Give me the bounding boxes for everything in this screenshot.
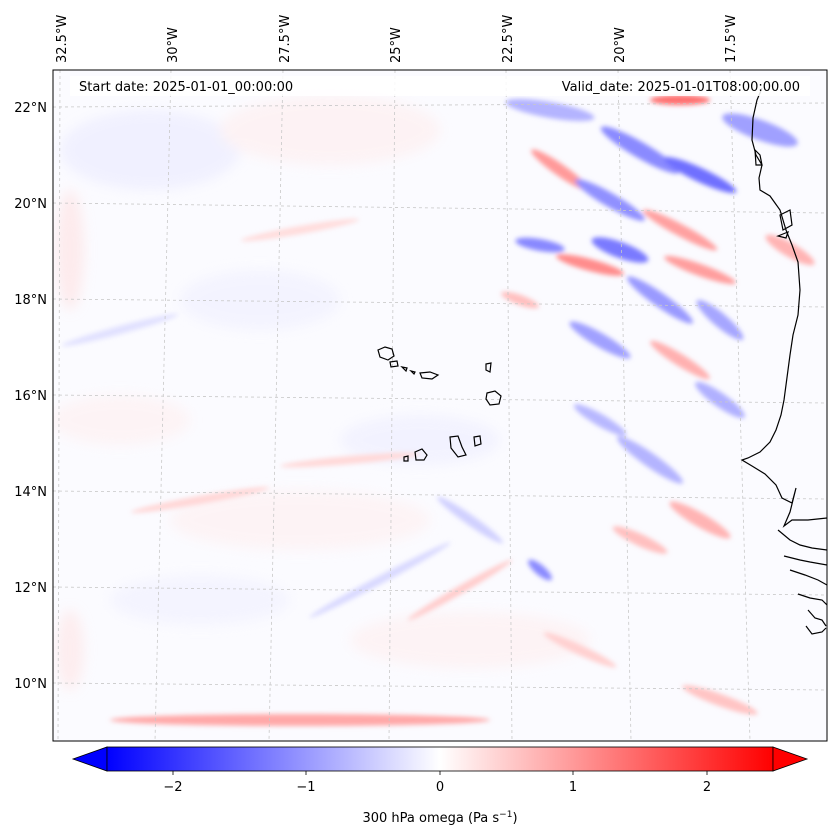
cape-verde-islands: [377, 346, 502, 462]
colorbar-gradient: [106, 746, 774, 772]
lon-label: 27.5°W: [278, 15, 293, 63]
colorbar-min-extend: [71, 746, 108, 772]
lon-label: 30°W: [166, 27, 181, 63]
colorbar-max-extend: [772, 746, 809, 772]
map-gridlines: [53, 70, 827, 741]
lat-label: 18°N: [14, 293, 47, 308]
lat-label: 12°N: [14, 581, 47, 596]
colorbar-label: 300 hPa omega (Pa s−1): [362, 810, 517, 826]
valid-date-label: Valid_date: 2025-01-01T08:00:00.00: [562, 80, 800, 95]
lon-label: 17.5°W: [724, 15, 739, 63]
colorbar-tick: −2: [163, 780, 182, 795]
lon-label: 22.5°W: [501, 15, 516, 63]
map-panel: [52, 69, 828, 742]
omega-field: [53, 70, 827, 741]
lat-label: 14°N: [14, 485, 47, 500]
colorbar: −2 −1 0 1 2 300 hPa omega (Pa s−1): [71, 746, 809, 826]
longitude-labels: 32.5°W 30°W 27.5°W 25°W 22.5°W 20°W 17.5…: [55, 15, 739, 63]
start-date-label: Start date: 2025-01-01_00:00:00: [79, 80, 293, 95]
colorbar-tick: 1: [569, 780, 577, 795]
lat-label: 22°N: [14, 101, 47, 116]
lon-label: 20°W: [613, 27, 628, 63]
africa-coastline: [740, 87, 827, 528]
lat-label: 16°N: [14, 389, 47, 404]
map-frame: [52, 69, 828, 742]
lon-label: 32.5°W: [55, 15, 70, 63]
lat-label: 20°N: [14, 197, 47, 212]
lon-label: 25°W: [389, 27, 404, 63]
coastlines: [377, 87, 827, 635]
latitude-labels: 22°N 20°N 18°N 16°N 14°N 12°N 10°N: [14, 101, 47, 692]
lat-label: 10°N: [14, 677, 47, 692]
colorbar-tick: 2: [703, 780, 711, 795]
colorbar-tick: −1: [296, 780, 315, 795]
header-band: [70, 76, 810, 96]
colorbar-tick: 0: [436, 780, 444, 795]
